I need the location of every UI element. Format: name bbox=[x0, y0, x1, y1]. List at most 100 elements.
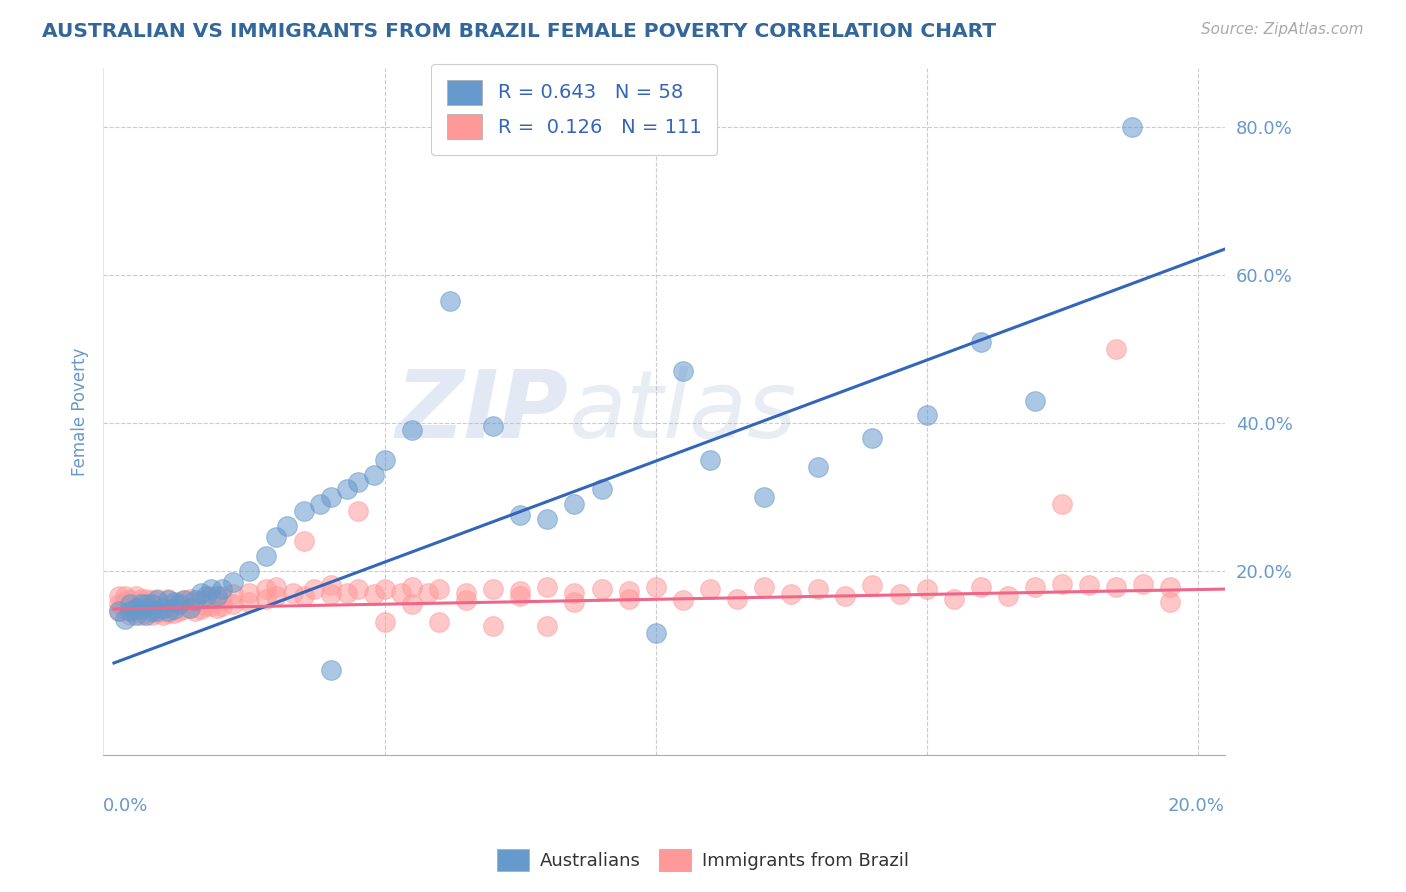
Immigrants from Brazil bbox=[157, 591, 180, 606]
Immigrants from Brazil bbox=[141, 593, 163, 607]
Immigrants from Brazil bbox=[114, 590, 136, 604]
Australians bbox=[374, 452, 396, 467]
Immigrants from Brazil bbox=[184, 604, 207, 618]
Immigrants from Brazil bbox=[124, 597, 146, 611]
Immigrants from Brazil bbox=[564, 586, 586, 600]
Text: atlas: atlas bbox=[568, 367, 797, 458]
Australians bbox=[173, 593, 195, 607]
Australians bbox=[135, 607, 157, 622]
Immigrants from Brazil bbox=[135, 607, 157, 621]
Australians bbox=[482, 419, 505, 434]
Australians bbox=[564, 497, 586, 511]
Legend: R = 0.643   N = 58, R =  0.126   N = 111: R = 0.643 N = 58, R = 0.126 N = 111 bbox=[432, 64, 717, 155]
Australians bbox=[319, 664, 342, 678]
Immigrants from Brazil bbox=[374, 615, 396, 630]
Immigrants from Brazil bbox=[319, 587, 342, 601]
Immigrants from Brazil bbox=[401, 597, 423, 611]
Australians bbox=[1121, 120, 1143, 135]
Immigrants from Brazil bbox=[129, 591, 152, 606]
Immigrants from Brazil bbox=[834, 590, 856, 604]
Immigrants from Brazil bbox=[1050, 497, 1073, 511]
Immigrants from Brazil bbox=[190, 593, 212, 607]
Immigrants from Brazil bbox=[108, 604, 131, 618]
Y-axis label: Female Poverty: Female Poverty bbox=[72, 348, 89, 476]
Immigrants from Brazil bbox=[173, 602, 195, 616]
Australians bbox=[266, 530, 288, 544]
Immigrants from Brazil bbox=[200, 590, 222, 604]
Immigrants from Brazil bbox=[195, 591, 218, 606]
Australians bbox=[179, 600, 201, 615]
Immigrants from Brazil bbox=[152, 599, 174, 613]
Immigrants from Brazil bbox=[141, 600, 163, 615]
Immigrants from Brazil bbox=[401, 580, 423, 594]
Immigrants from Brazil bbox=[173, 593, 195, 607]
Immigrants from Brazil bbox=[363, 587, 385, 601]
Australians bbox=[108, 604, 131, 618]
Immigrants from Brazil bbox=[1024, 580, 1046, 594]
Australians bbox=[135, 597, 157, 611]
Immigrants from Brazil bbox=[482, 582, 505, 596]
Immigrants from Brazil bbox=[211, 590, 233, 604]
Immigrants from Brazil bbox=[617, 591, 640, 606]
Australians bbox=[915, 409, 938, 423]
Immigrants from Brazil bbox=[211, 599, 233, 613]
Immigrants from Brazil bbox=[1132, 577, 1154, 591]
Immigrants from Brazil bbox=[482, 619, 505, 633]
Immigrants from Brazil bbox=[129, 607, 152, 622]
Immigrants from Brazil bbox=[304, 582, 326, 596]
Australians bbox=[162, 594, 184, 608]
Australians bbox=[120, 604, 142, 618]
Immigrants from Brazil bbox=[200, 599, 222, 613]
Australians bbox=[157, 604, 180, 618]
Immigrants from Brazil bbox=[970, 580, 993, 594]
Immigrants from Brazil bbox=[152, 607, 174, 622]
Immigrants from Brazil bbox=[266, 580, 288, 594]
Immigrants from Brazil bbox=[699, 582, 721, 596]
Immigrants from Brazil bbox=[162, 597, 184, 611]
Immigrants from Brazil bbox=[752, 580, 775, 594]
Australians bbox=[254, 549, 277, 563]
Australians bbox=[672, 364, 695, 378]
Australians bbox=[752, 490, 775, 504]
Immigrants from Brazil bbox=[129, 600, 152, 615]
Australians bbox=[363, 467, 385, 482]
Immigrants from Brazil bbox=[238, 586, 260, 600]
Australians bbox=[238, 564, 260, 578]
Immigrants from Brazil bbox=[509, 584, 531, 599]
Australians bbox=[346, 475, 368, 489]
Immigrants from Brazil bbox=[456, 593, 478, 607]
Australians bbox=[319, 490, 342, 504]
Australians bbox=[162, 602, 184, 616]
Immigrants from Brazil bbox=[114, 602, 136, 616]
Australians bbox=[807, 460, 830, 475]
Australians bbox=[211, 582, 233, 596]
Australians bbox=[1024, 393, 1046, 408]
Immigrants from Brazil bbox=[157, 599, 180, 613]
Immigrants from Brazil bbox=[1105, 342, 1128, 356]
Australians bbox=[336, 483, 359, 497]
Immigrants from Brazil bbox=[1159, 580, 1181, 594]
Immigrants from Brazil bbox=[222, 587, 245, 601]
Immigrants from Brazil bbox=[179, 600, 201, 615]
Immigrants from Brazil bbox=[120, 607, 142, 622]
Immigrants from Brazil bbox=[456, 586, 478, 600]
Immigrants from Brazil bbox=[146, 591, 169, 606]
Australians bbox=[129, 602, 152, 616]
Immigrants from Brazil bbox=[141, 607, 163, 622]
Australians bbox=[292, 504, 315, 518]
Immigrants from Brazil bbox=[374, 582, 396, 596]
Immigrants from Brazil bbox=[120, 600, 142, 615]
Immigrants from Brazil bbox=[862, 578, 884, 592]
Text: ZIP: ZIP bbox=[395, 366, 568, 458]
Immigrants from Brazil bbox=[195, 599, 218, 613]
Immigrants from Brazil bbox=[135, 599, 157, 613]
Text: 20.0%: 20.0% bbox=[1168, 797, 1225, 814]
Immigrants from Brazil bbox=[281, 586, 304, 600]
Immigrants from Brazil bbox=[167, 604, 190, 618]
Immigrants from Brazil bbox=[146, 599, 169, 613]
Australians bbox=[862, 431, 884, 445]
Australians bbox=[644, 626, 666, 640]
Australians bbox=[200, 582, 222, 596]
Australians bbox=[276, 519, 298, 533]
Australians bbox=[195, 590, 218, 604]
